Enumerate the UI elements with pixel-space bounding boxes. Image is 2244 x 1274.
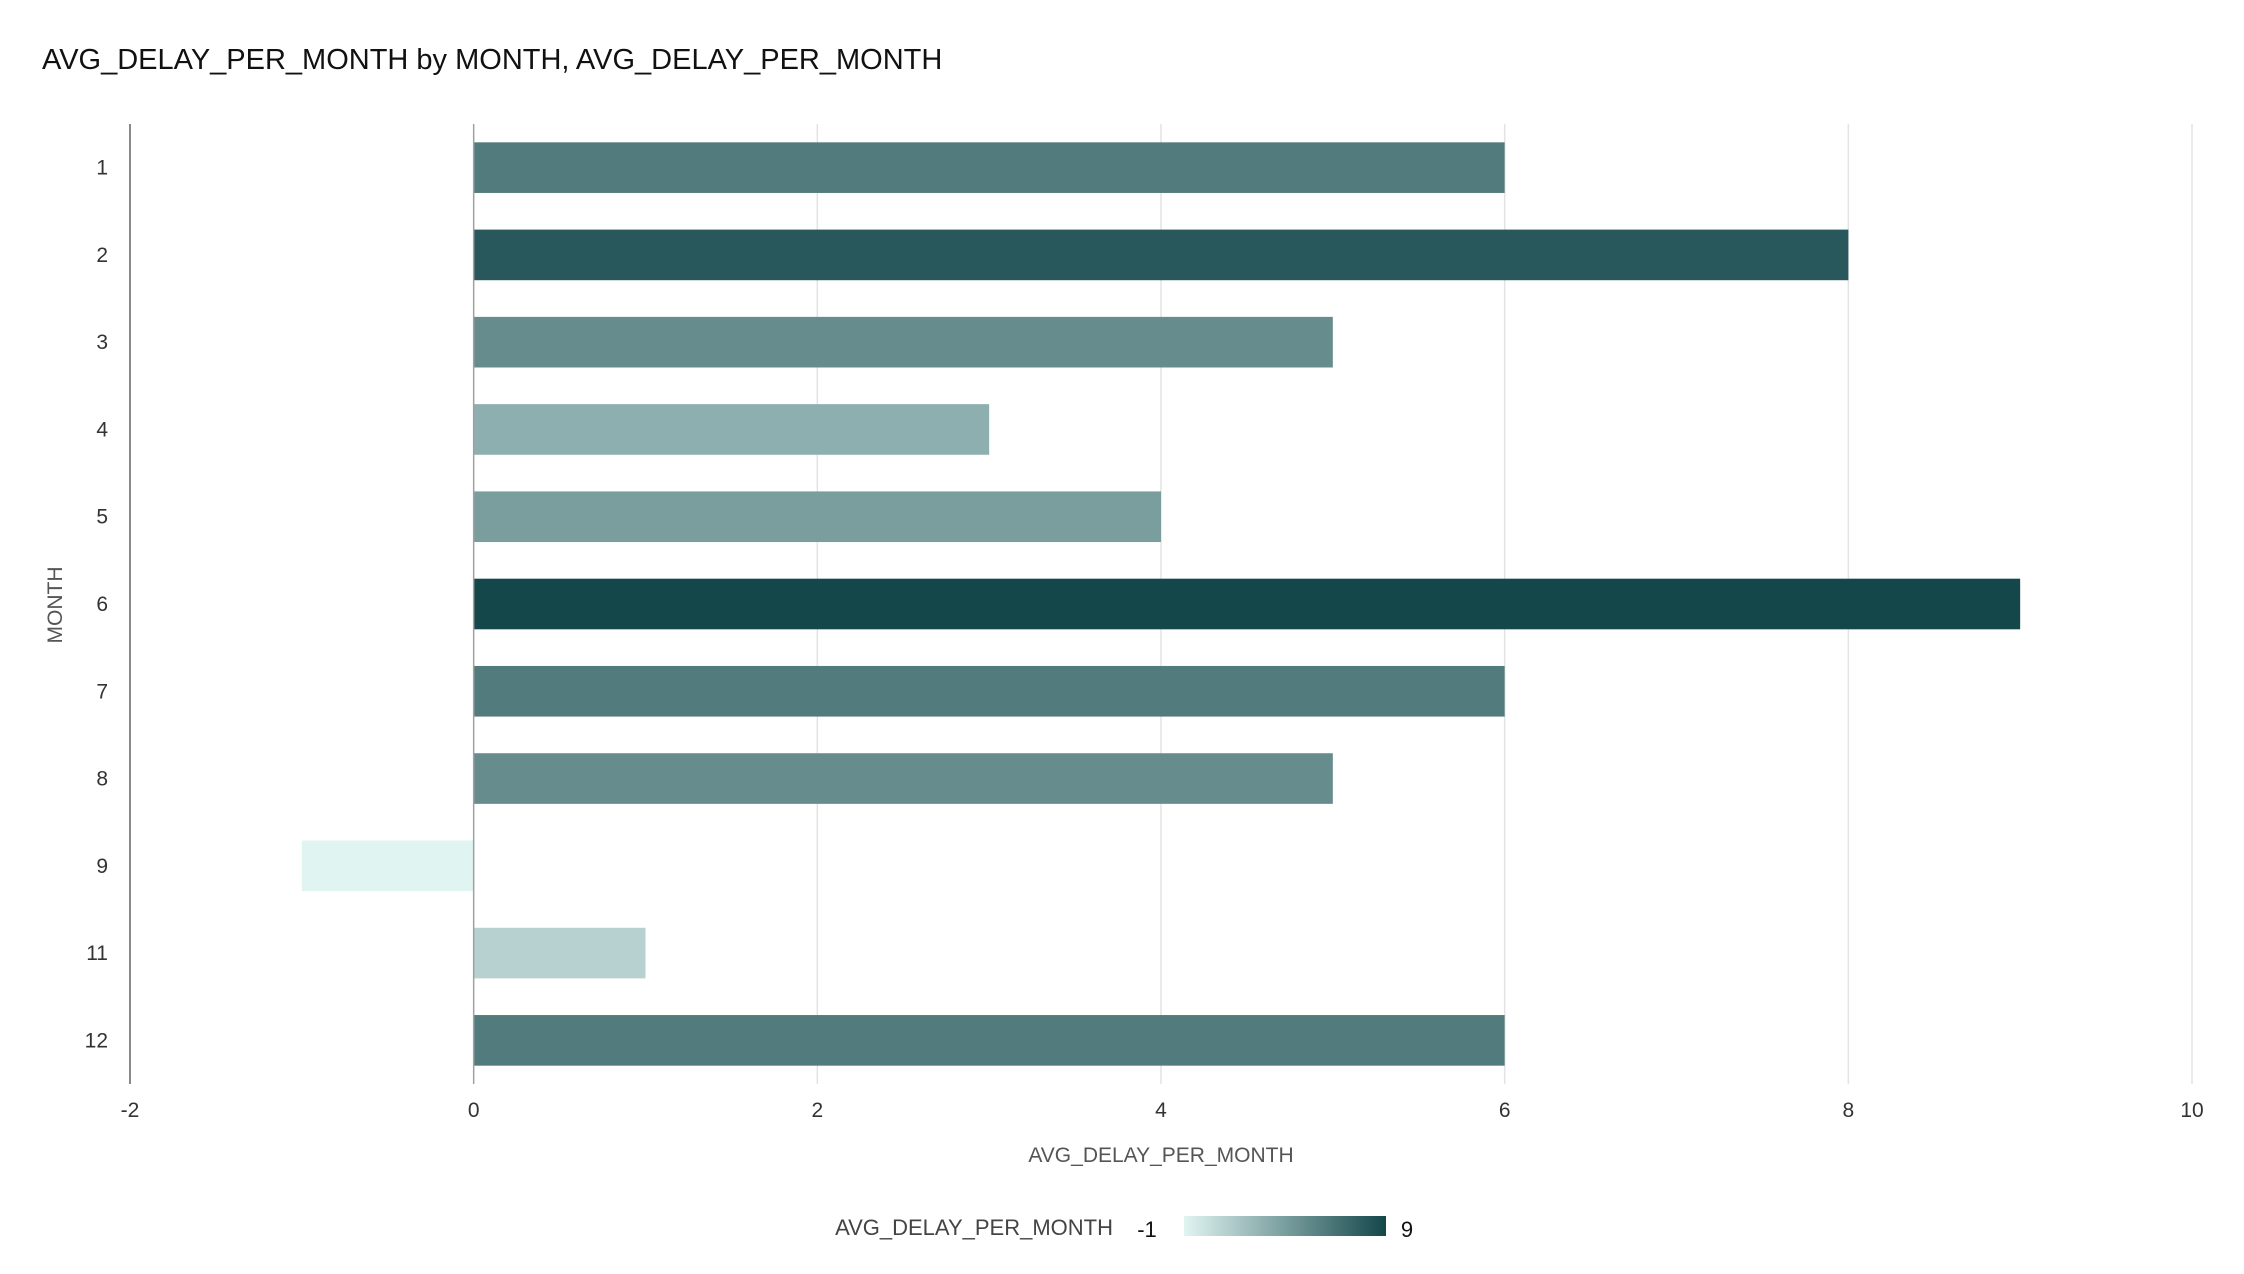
legend-title: AVG_DELAY_PER_MONTH xyxy=(835,1215,1113,1240)
legend-gradient-bar xyxy=(1184,1216,1386,1236)
x-tick-label: 8 xyxy=(1842,1099,1854,1122)
y-tick-label: 11 xyxy=(86,942,108,965)
bar-month-12[interactable] xyxy=(473,1015,1505,1066)
legend-max-label: 9 xyxy=(1401,1217,1413,1242)
bars xyxy=(301,142,2021,1066)
y-axis-title: MONTH xyxy=(44,567,67,644)
bar-month-6[interactable] xyxy=(473,578,2021,630)
y-tick-label: 4 xyxy=(96,418,108,441)
bar-month-11[interactable] xyxy=(473,927,646,979)
y-tick-label: 7 xyxy=(96,680,108,703)
x-tick-label: 6 xyxy=(1499,1099,1511,1122)
x-tick-label: 2 xyxy=(811,1099,823,1122)
chart-title: AVG_DELAY_PER_MONTH by MONTH, AVG_DELAY_… xyxy=(42,44,943,76)
y-tick-label: 5 xyxy=(96,506,108,529)
y-tick-label: 12 xyxy=(85,1029,108,1052)
x-axis-title: AVG_DELAY_PER_MONTH xyxy=(1028,1144,1293,1167)
x-tick-label: 0 xyxy=(468,1099,480,1122)
bar-month-3[interactable] xyxy=(473,316,1333,368)
y-tick-label: 6 xyxy=(96,593,108,616)
y-tick-label: 2 xyxy=(96,244,108,267)
bar-month-7[interactable] xyxy=(473,665,1505,717)
y-tick-label: 9 xyxy=(96,855,108,878)
bar-month-8[interactable] xyxy=(473,753,1333,804)
x-tick-label: -2 xyxy=(121,1099,140,1122)
axes xyxy=(129,124,475,1084)
bar-month-9[interactable] xyxy=(301,840,474,892)
bar-month-4[interactable] xyxy=(473,404,990,455)
x-tick-label: 4 xyxy=(1155,1099,1167,1122)
bar-month-2[interactable] xyxy=(473,229,1849,281)
color-legend: AVG_DELAY_PER_MONTH -1 9 xyxy=(835,1215,1413,1242)
y-tick-label: 3 xyxy=(96,331,108,354)
x-tick-label: 10 xyxy=(2180,1099,2203,1122)
y-tick-label: 1 xyxy=(96,157,108,180)
bar-month-1[interactable] xyxy=(473,142,1505,193)
y-tick-label: 8 xyxy=(96,768,108,791)
bar-month-5[interactable] xyxy=(473,491,1162,543)
legend-min-label: -1 xyxy=(1137,1217,1157,1242)
